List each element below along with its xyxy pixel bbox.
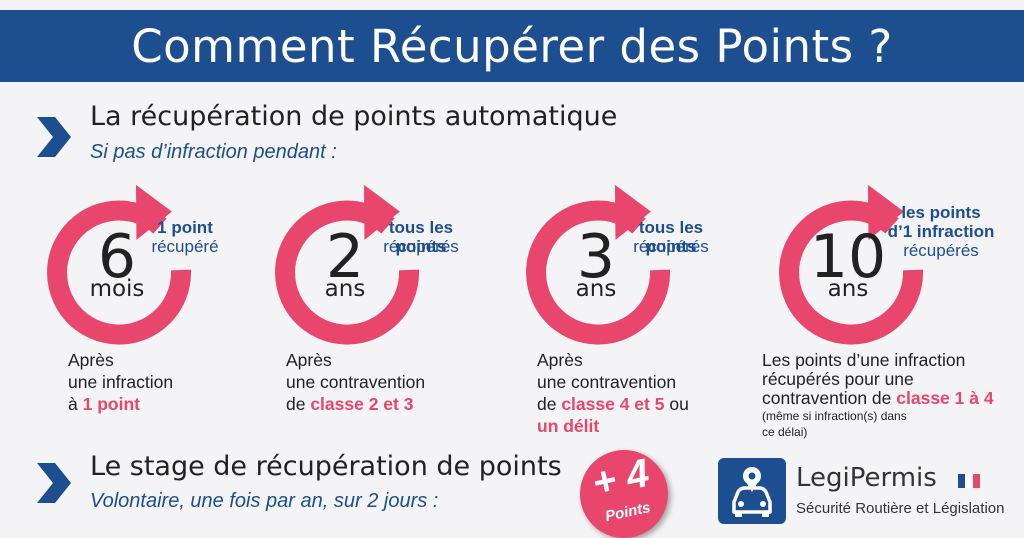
desc-line: Après	[68, 350, 114, 370]
auto-section-subtitle: Si pas d’infraction pendant :	[90, 141, 337, 163]
desc-line: de classe 2 et 3	[286, 393, 486, 415]
circular-arrow-icon	[526, 184, 671, 345]
desc-line: une contravention	[537, 372, 677, 392]
brand-name: LegiPermis	[796, 463, 937, 493]
condition-description: Les points d’une infraction récupérés po…	[762, 351, 1024, 440]
desc-prefix: à	[68, 394, 83, 414]
recovered-infraction-label: d’1 infraction	[887, 222, 995, 241]
condition-description: Après une contravention de classe 4 et 5…	[537, 349, 737, 437]
desc-line: une infraction	[68, 372, 174, 392]
desc-prefix: de	[537, 394, 562, 414]
condition-description: Après une contravention de classe 2 et 3	[286, 349, 486, 415]
french-flag-icon	[958, 474, 980, 488]
footnote-line: ce délai)	[762, 425, 808, 439]
flag-stripe-white	[965, 474, 973, 488]
duration-number: 2	[325, 222, 365, 292]
desc-line: Après	[537, 350, 583, 370]
desc-prefix: contravention de	[762, 388, 897, 408]
desc-highlight: classe 4 et 5	[561, 394, 665, 414]
desc-line: de classe 4 et 5 ou	[537, 393, 737, 415]
duration-unit: ans	[827, 276, 869, 302]
recovered-points-label: tous les points	[638, 218, 704, 256]
desc-line: récupérés pour une	[762, 369, 914, 389]
condition-description: Après une infraction à 1 point	[68, 349, 238, 415]
recovered-points-label: les points	[901, 203, 981, 222]
auto-section-title: La récupération de points automatique	[90, 101, 618, 132]
desc-suffix: ou	[664, 394, 689, 414]
logo-icon-box	[718, 458, 786, 524]
desc-highlight: classe 2 et 3	[310, 394, 414, 414]
duration-unit: mois	[89, 276, 145, 302]
title-banner: Comment Récupérer des Points ?	[0, 10, 1024, 82]
brand-tagline: Sécurité Routière et Législation	[796, 500, 1005, 517]
desc-prefix: de	[286, 394, 311, 414]
circular-arrow-icon	[779, 184, 924, 345]
circular-arrow-icon	[275, 184, 420, 345]
page-title: Comment Récupérer des Points ?	[131, 19, 893, 73]
footnote-line: (même si infraction(s) dans	[762, 409, 907, 423]
desc-line: Après	[286, 350, 332, 370]
chevron-right-icon	[37, 117, 71, 157]
desc-line: une contravention	[286, 372, 426, 392]
duration-number: 6	[97, 222, 137, 292]
duration-unit: ans	[324, 276, 366, 302]
recovered-label: récupérés	[903, 241, 979, 260]
desc-line: Les points d’une infraction	[762, 350, 966, 370]
desc-line: à 1 point	[68, 393, 238, 415]
duration-number: 3	[576, 222, 616, 292]
stage-section-title: Le stage de récupération de points	[90, 451, 562, 482]
recovered-points-label: tous les points	[388, 218, 454, 256]
desc-highlight: classe 1 à 4	[896, 388, 994, 408]
recovered-label: récupérés	[383, 237, 459, 256]
duration-unit: ans	[575, 276, 617, 302]
car-location-icon	[732, 467, 772, 517]
recovered-label: récupéré	[151, 237, 219, 256]
recovered-label: récupérés	[633, 237, 709, 256]
chevron-right-icon	[37, 463, 71, 503]
desc-line: contravention de classe 1 à 4	[762, 389, 1024, 408]
duration-number: 10	[809, 222, 887, 292]
recovered-points-label: 1 point	[157, 218, 213, 237]
desc-highlight: 1 point	[82, 394, 140, 414]
stage-section-subtitle: Volontaire, une fois par an, sur 2 jours…	[90, 490, 439, 512]
circular-arrow-icon	[47, 184, 192, 345]
flag-stripe-red	[972, 474, 980, 488]
plus-4-points-badge: + 4 Points	[571, 441, 677, 538]
flag-stripe-blue	[958, 474, 966, 488]
desc-extra-highlight: un délit	[537, 416, 600, 436]
